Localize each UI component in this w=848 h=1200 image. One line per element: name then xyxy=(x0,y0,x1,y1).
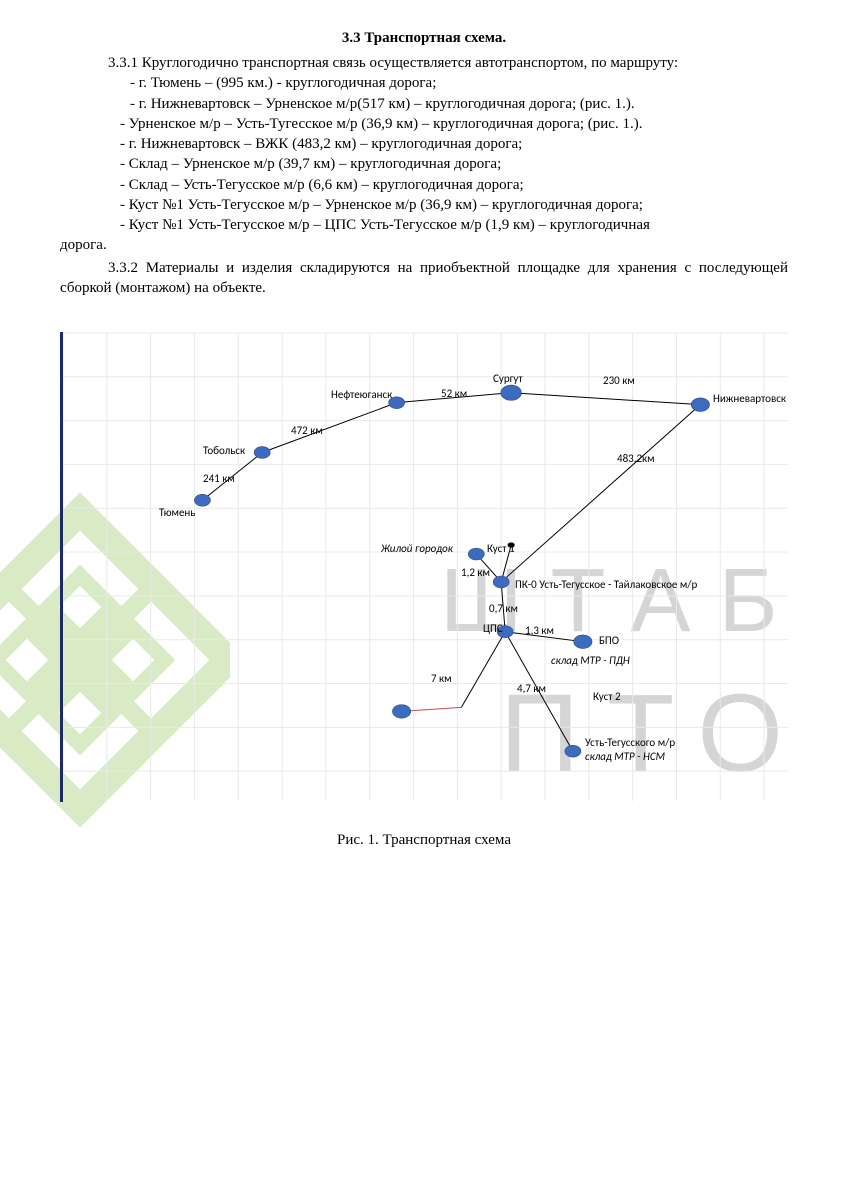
figure-label: склад МТР - ПДН xyxy=(551,654,630,667)
figure-label: Куст 1 xyxy=(487,542,515,555)
route-item: - Склад – Урненское м/р (39,7 км) – круг… xyxy=(60,154,788,174)
figure-label: БПО xyxy=(599,634,619,647)
figure-label: Усть-Тегусского м/р xyxy=(585,736,675,749)
figure-edge-label: 52 км xyxy=(441,387,467,400)
route-item: - г. Тюмень – (995 км.) - круглогодичная… xyxy=(60,73,788,93)
figure-edge-label: 1,3 км xyxy=(525,624,554,637)
figure-label: Тюмень xyxy=(159,506,195,519)
figure-edge-label: 483,2км xyxy=(617,452,655,465)
figure-label: Тобольск xyxy=(203,444,245,457)
figure-edge-label: 7 км xyxy=(431,672,452,685)
figure-label: Нижневартовск xyxy=(713,392,786,405)
figure-edge-label: 472 км xyxy=(291,424,323,437)
route-item: - г. Нижневартовск – Урненское м/р(517 к… xyxy=(60,94,788,114)
figure-label: ЦПС xyxy=(483,622,503,635)
section-title: 3.3 Транспортная схема. xyxy=(60,30,788,47)
route-item: - Куст №1 Усть-Тегусское м/р – Урненское… xyxy=(60,195,788,215)
figure-label: Куст 2 xyxy=(593,690,621,703)
figure-label: ПК-0 Усть-Тегусское - Тайлаковское м/р xyxy=(515,578,697,591)
figure-label: Нефтеюганск xyxy=(331,388,392,401)
route-item: - г. Нижневартовск – ВЖК (483,2 км) – кр… xyxy=(60,134,788,154)
paragraph-332: 3.3.2 Материалы и изделия складируются н… xyxy=(60,258,788,299)
route-item: - Урненское м/р – Усть-Тугесское м/р (36… xyxy=(60,114,788,134)
figure-label: склад МТР - НСМ xyxy=(585,750,665,763)
figure-edge-label: 230 км xyxy=(603,374,635,387)
figure-edge-label: 1,2 км xyxy=(461,566,490,579)
route-item: - Куст №1 Усть-Тегусское м/р – ЦПС Усть-… xyxy=(60,215,788,235)
transport-scheme-svg xyxy=(63,332,788,802)
transport-scheme-figure: Тюмень Тобольск Нефтеюганск Сургут Нижневарт… xyxy=(60,332,788,802)
figure-label: Сургут xyxy=(493,372,523,385)
figure-caption: Рис. 1. Транспортная схема xyxy=(60,832,788,849)
figure-edge-label: 4,7 км xyxy=(517,682,546,695)
intro-paragraph: 3.3.1 Круглогодично транспортная связь о… xyxy=(60,53,788,73)
route-item-suffix: дорога. xyxy=(60,235,788,255)
figure-edge-label: 0,7 км xyxy=(489,602,518,615)
figure-label: Жилой городок xyxy=(381,542,453,555)
figure-edge-label: 241 км xyxy=(203,472,235,485)
route-item: - Склад – Усть-Тегусское м/р (6,6 км) – … xyxy=(60,175,788,195)
